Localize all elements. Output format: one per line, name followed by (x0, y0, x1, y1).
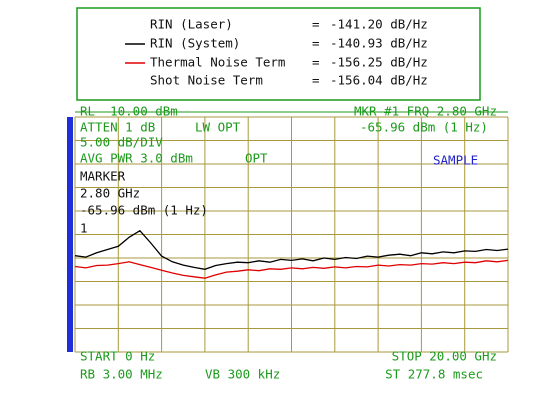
marker-readout: MKR #1 FRQ 2.80 GHz (354, 104, 497, 119)
legend-label: Thermal Noise Term (150, 55, 285, 70)
legend-value: -156.04 dB/Hz (330, 73, 428, 88)
avg-power: AVG PWR 3.0 dBm (80, 151, 193, 166)
resolution-bandwidth: RB 3.00 MHz (80, 367, 163, 382)
scale: 5.00 dB/DIV (80, 135, 163, 150)
marker-number: 1 (80, 221, 88, 236)
legend-label: RIN (System) (150, 36, 240, 51)
legend-value: -140.93 dB/Hz (330, 36, 428, 51)
video-bandwidth: VB 300 kHz (205, 367, 280, 382)
legend-label: RIN (Laser) (150, 17, 233, 32)
equals: = (312, 17, 320, 32)
legend-value: -141.20 dB/Hz (330, 17, 428, 32)
grid (74, 116, 509, 353)
ref-level: RL -10.00 dBm (80, 104, 178, 119)
side-bar (67, 117, 73, 352)
equals: = (312, 73, 320, 88)
start-frequency: START 0 Hz (80, 349, 155, 364)
trace (74, 259, 509, 279)
detector: SAMPLE (433, 153, 478, 168)
marker-title: MARKER (80, 169, 126, 184)
sweep-time: ST 277.8 msec (385, 367, 483, 382)
marker-frequency: 2.80 GHz (80, 186, 140, 201)
equals: = (312, 36, 320, 51)
trace (74, 229, 509, 270)
lw-opt: LW OPT (195, 120, 241, 135)
legend-box (76, 7, 481, 101)
marker-amplitude: -65.96 dBm (1 Hz) (360, 120, 488, 135)
legend-value: -156.25 dB/Hz (330, 55, 428, 70)
legend-label: Shot Noise Term (150, 73, 263, 88)
marker-value: -65.96 dBm (1 Hz) (80, 203, 208, 218)
equals: = (312, 55, 320, 70)
stop-frequency: STOP 20.00 GHz (392, 349, 497, 364)
attenuation: ATTEN 1 dB (80, 120, 155, 135)
opt: OPT (245, 151, 268, 166)
